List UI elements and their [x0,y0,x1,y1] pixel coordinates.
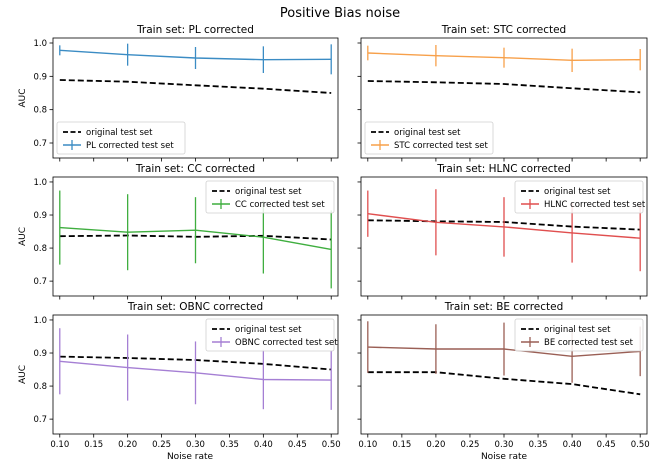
legend: original test set PL corrected test set [56,121,186,155]
panel-title: Train set: STC corrected [441,24,566,36]
y-tick-label: 1.0 [33,178,47,188]
x-tick-label: 0.20 [118,440,137,450]
x-axis-label-right: Noise rate [481,452,528,462]
x-tick-label: 0.10 [358,440,377,450]
panel-5: Train set: OBNC corrected 0.7 0.8 0.9 1.0 AUC… [18,301,341,450]
legend: original test set HLNC corrected test set [514,180,646,214]
legend-label: original test set [235,325,302,335]
x-tick-label: 0.40 [563,440,582,450]
x-tick-label: 0.40 [254,440,273,450]
panel-2: Train set: STC corrected original test se… [357,24,648,162]
series-line [59,226,332,251]
legend: original test set STC corrected test set [364,121,494,155]
y-tick-label: 0.8 [33,244,47,254]
legend-box [56,121,186,155]
baseline-line [367,80,641,94]
panel-title: Train set: CC corrected [135,163,255,175]
y-axis-label: AUC [18,227,28,246]
legend-box [205,318,335,352]
y-axis-label: AUC [18,365,28,384]
panel-title: Train set: PL corrected [136,24,254,36]
x-tick-label: 0.50 [322,440,341,450]
series-line [59,49,332,61]
y-tick-label: 0.7 [33,139,47,149]
legend-label: HLNC corrected test set [544,200,646,210]
x-tick-label: 0.30 [495,440,514,450]
y-tick-label: 0.9 [33,211,47,221]
x-tick-label: 0.45 [288,440,307,450]
legend-label: OBNC corrected test set [235,338,338,348]
legend: original test set CC corrected test set [205,180,335,214]
panel-6: Train set: BE corrected 0.10 0.15 0.20 0.25 0… [357,301,650,450]
y-tick-label: 1.0 [33,39,47,49]
baseline-line [59,79,332,94]
panel-1: Train set: PL corrected 0.7 0.8 0.9 1.0 AUC or… [18,24,339,162]
legend-label: original test set [544,187,611,197]
x-axis-label-left: Noise rate [167,452,214,462]
legend: original test set OBNC corrected test set [205,318,338,352]
panels: Train set: PL corrected 0.7 0.8 0.9 1.0 AUC or… [18,24,650,450]
x-tick-label: 0.35 [220,440,239,450]
legend-label: STC corrected test set [394,141,488,151]
x-tick-label: 0.30 [186,440,205,450]
x-tick-label: 0.50 [631,440,650,450]
legend-label: CC corrected test set [235,200,325,210]
x-tick-label: 0.25 [152,440,171,450]
legend-label: original test set [544,325,611,335]
x-tick-label: 0.10 [50,440,69,450]
legend-box [514,180,644,214]
y-tick-label: 1.0 [33,316,47,326]
series-line [59,360,332,381]
panel-4: Train set: HLNC corrected original test s… [357,163,648,300]
figure-title: Positive Bias noise [280,6,400,21]
series-line [367,213,641,239]
x-tick-label: 0.15 [84,440,103,450]
legend-label: original test set [235,187,302,197]
panel-title: Train set: HLNC corrected [436,163,571,175]
baseline-line [367,371,641,396]
legend-box [205,180,335,214]
panel-title: Train set: BE corrected [444,301,564,313]
x-tick-label: 0.45 [597,440,616,450]
y-tick-label: 0.8 [33,382,47,392]
legend: original test set BE corrected test set [514,318,644,352]
legend-label: original test set [86,128,153,138]
y-tick-label: 0.8 [33,106,47,116]
x-tick-label: 0.20 [426,440,445,450]
legend-label: PL corrected test set [86,141,174,151]
legend-box [514,318,644,352]
legend-label: original test set [394,128,461,138]
y-tick-label: 0.7 [33,277,47,287]
panel-3: Train set: CC corrected 0.7 0.8 0.9 1.0 AUC or… [18,163,339,300]
y-axis-label: AUC [18,88,28,107]
x-tick-label: 0.25 [460,440,479,450]
x-tick-label: 0.35 [529,440,548,450]
y-tick-label: 0.7 [33,415,47,425]
panel-title: Train set: OBNC corrected [127,301,263,313]
y-tick-label: 0.9 [33,349,47,359]
legend-box [364,121,494,155]
legend-label: BE corrected test set [544,338,634,348]
y-tick-label: 0.9 [33,72,47,82]
series-line [367,52,641,62]
x-tick-label: 0.15 [392,440,411,450]
series-line [367,346,641,358]
